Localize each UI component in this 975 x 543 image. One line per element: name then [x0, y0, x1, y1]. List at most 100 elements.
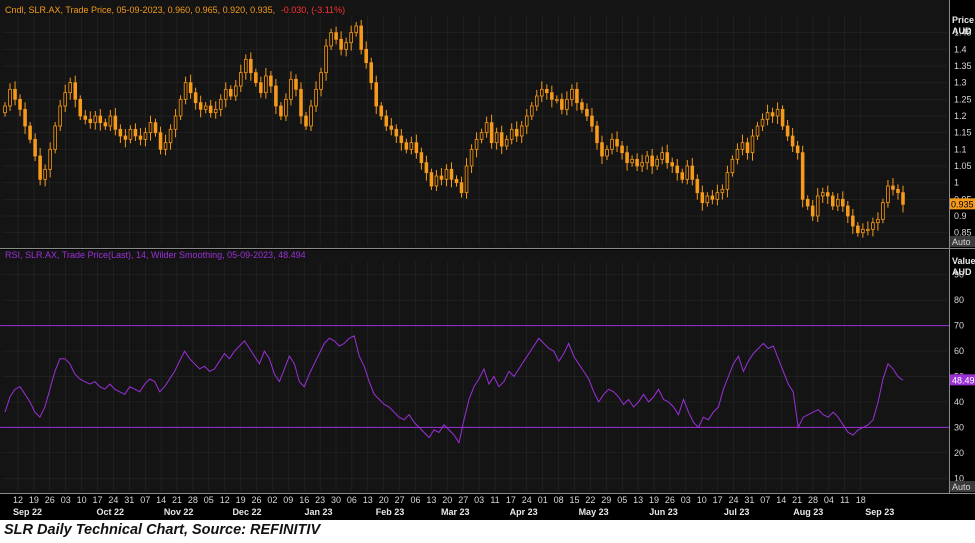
candle-body [3, 105, 7, 114]
candle-body [434, 175, 439, 187]
rsi-y-tick: 90 [954, 270, 964, 280]
x-tick-label: 23 [315, 495, 325, 505]
candle-body [690, 165, 695, 180]
candle-body [299, 88, 303, 117]
candle-body [414, 142, 419, 154]
candle-body [565, 98, 569, 110]
price-y-tick: 1.45 [954, 28, 972, 38]
x-tick-label: 27 [395, 495, 405, 505]
candle-body [449, 168, 454, 180]
candle-body [620, 145, 624, 154]
candle-body [610, 138, 614, 150]
candle-body [595, 125, 599, 144]
candle-body [218, 98, 223, 110]
price-auto-button[interactable]: Auto [952, 237, 971, 247]
candle-body [143, 132, 148, 140]
candle-body [18, 98, 22, 110]
candle-body [841, 198, 845, 207]
x-month-label: Nov 22 [164, 507, 194, 517]
x-tick-label: 28 [188, 495, 198, 505]
x-tick-label: 04 [824, 495, 834, 505]
price-auto-button-bg[interactable] [950, 236, 975, 247]
candle-body [444, 168, 449, 180]
candle-body [389, 125, 394, 130]
candle-body [163, 142, 168, 150]
candle-body [228, 88, 233, 97]
candle-body [68, 82, 72, 94]
candle-body [223, 88, 228, 100]
x-tick-label: 07 [140, 495, 150, 505]
candle-body [665, 152, 669, 164]
price-grid [2, 16, 947, 246]
candle-body [550, 92, 554, 100]
candle-body [785, 125, 790, 137]
candle-body [876, 218, 880, 224]
candle-body [851, 215, 855, 227]
candle-body [836, 198, 840, 207]
candle-body [399, 135, 404, 144]
rsi-y-tick: 80 [954, 295, 964, 305]
candle-body [294, 78, 298, 90]
candle-body [48, 148, 52, 170]
rsi-auto-button[interactable]: Auto [952, 482, 971, 492]
candle-body [615, 138, 619, 147]
x-tick-label: 10 [77, 495, 87, 505]
chart-svg: 0.850.90.9511.051.11.151.21.251.31.351.4… [0, 0, 975, 517]
candle-body [374, 82, 379, 107]
x-tick-label: 22 [585, 495, 595, 505]
x-tick-label: 19 [29, 495, 39, 505]
price-y-tick: 1.1 [954, 144, 967, 154]
candle-body [309, 105, 313, 127]
candle-body [765, 112, 770, 120]
candle-body [173, 115, 178, 130]
candle-body [289, 78, 293, 100]
candle-body [304, 115, 308, 127]
x-axis-day-labels: 12 19 26 03 10 17 24 31 07 14 21 28 05 12 19 26 02 09 16 23… [13, 495, 866, 505]
candle-body [324, 45, 328, 74]
candle-body [605, 148, 609, 157]
candle-body [735, 148, 740, 160]
price-y-tick: 0.85 [954, 228, 972, 238]
candle-body [13, 88, 17, 100]
candle-body [715, 192, 720, 200]
candle-body [334, 32, 338, 40]
candle-body [856, 225, 860, 234]
price-y-tick: 1.4 [954, 44, 967, 54]
candle-body [429, 172, 434, 187]
x-month-label: Feb 23 [376, 507, 405, 517]
x-tick-label: 13 [426, 495, 436, 505]
technical-chart: 0.850.90.9511.051.11.151.21.251.31.351.4… [0, 0, 975, 520]
candle-body [138, 135, 143, 140]
x-tick-label: 21 [792, 495, 802, 505]
price-y-tick: 1.15 [954, 128, 972, 138]
x-tick-label: 31 [124, 495, 134, 505]
candle-body [118, 128, 123, 137]
x-month-label: Jun 23 [649, 507, 678, 517]
candle-body [419, 152, 424, 164]
x-tick-label: 02 [267, 495, 277, 505]
price-legend: Cndl, SLR.AX, Trade Price, 05-09-2023, 0… [5, 5, 345, 15]
candle-body [78, 98, 83, 117]
price-last-value-tag: 0.935 [951, 199, 974, 209]
candle-body [545, 88, 549, 94]
candle-body [800, 152, 805, 200]
x-axis-month-labels: Sep 22 Oct 22 Nov 22 Dec 22 Jan 23 Feb 23 Mar … [13, 507, 894, 517]
candle-body [469, 148, 474, 167]
x-month-label: Dec 22 [232, 507, 261, 517]
candle-body [675, 165, 680, 174]
candle-body [886, 185, 890, 204]
candle-body [730, 158, 735, 174]
rsi-auto-button-bg[interactable] [950, 481, 975, 492]
x-month-label: Jul 23 [724, 507, 750, 517]
candle-body [670, 162, 675, 167]
candle-body [38, 155, 42, 180]
x-tick-label: 16 [299, 495, 309, 505]
candle-body [354, 25, 358, 34]
x-tick-label: 13 [363, 495, 373, 505]
candle-body [133, 128, 138, 137]
candle-body [755, 125, 760, 137]
x-tick-label: 10 [697, 495, 707, 505]
candle-body [254, 72, 258, 84]
candle-body [720, 188, 725, 194]
candle-body [233, 85, 238, 97]
